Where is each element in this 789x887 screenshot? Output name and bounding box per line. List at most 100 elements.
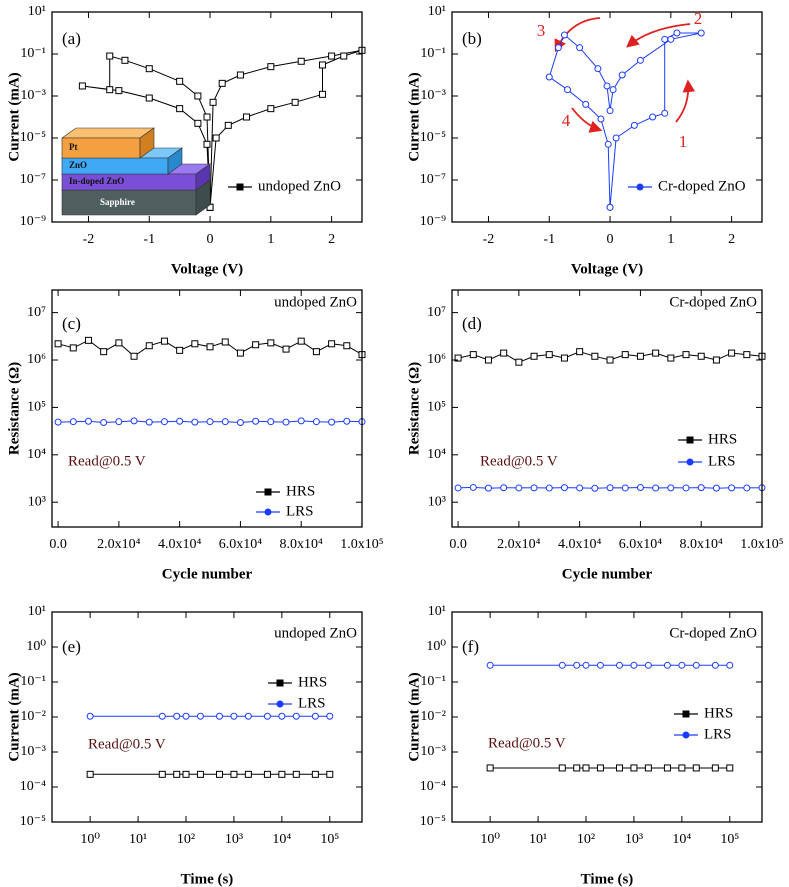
y-tick-label: 10⁻² — [420, 709, 446, 724]
legend-marker — [636, 183, 644, 191]
annotation: 2 — [694, 9, 703, 28]
marker — [484, 484, 492, 492]
marker — [191, 340, 199, 348]
marker — [558, 661, 566, 669]
panel-label: (b) — [462, 29, 482, 48]
marker — [712, 484, 720, 492]
marker — [212, 134, 220, 142]
annotation: Read@0.5 V — [88, 736, 166, 752]
marker — [292, 712, 300, 720]
marker — [343, 417, 351, 425]
marker — [69, 344, 77, 352]
marker — [191, 418, 199, 426]
legend-marker — [264, 508, 272, 516]
marker — [554, 44, 562, 52]
annotation: Read@0.5 V — [480, 453, 558, 469]
marker — [267, 339, 275, 347]
marker — [545, 484, 553, 492]
x-tick-label: 10⁰ — [480, 832, 500, 847]
y-tick-label: 10⁰ — [426, 639, 446, 654]
y-axis-title: Current (mA) — [6, 672, 22, 761]
marker — [603, 82, 611, 90]
legend-label: HRS — [286, 483, 315, 499]
annotation: 3 — [537, 21, 546, 40]
marker — [236, 349, 244, 357]
legend-marker — [236, 183, 244, 191]
marker — [278, 770, 286, 778]
y-tick-label: 10⁻³ — [420, 744, 446, 759]
panel-label: (e) — [62, 637, 81, 656]
y-tick-label: 10⁻² — [20, 709, 46, 724]
y-tick-label: 10⁻¹ — [20, 46, 46, 61]
x-tick-label: -2 — [483, 232, 495, 247]
marker — [582, 100, 590, 108]
panel — [54, 336, 366, 427]
annotation: Read@0.5 V — [488, 735, 566, 751]
marker — [203, 140, 211, 148]
marker — [591, 484, 599, 492]
x-tick-label: 10³ — [225, 832, 243, 847]
marker — [697, 352, 705, 360]
y-tick-label: 10¹ — [428, 604, 446, 619]
marker — [100, 348, 108, 356]
marker — [726, 764, 734, 772]
marker — [312, 348, 320, 356]
y-tick-label: 10⁻⁵ — [20, 130, 46, 145]
marker — [297, 417, 305, 425]
marker — [652, 349, 660, 357]
marker — [573, 661, 581, 669]
x-tick-label: 2 — [328, 232, 335, 247]
marker — [282, 345, 290, 353]
x-tick-label: 10¹ — [129, 832, 147, 847]
x-tick-label: -1 — [143, 232, 155, 247]
marker — [697, 29, 705, 37]
y-axis-title: Current (mA) — [406, 72, 422, 161]
marker — [86, 712, 94, 720]
marker — [728, 349, 736, 357]
y-axis-title: Current (mA) — [6, 72, 22, 161]
inset-label: Sapphire — [100, 197, 135, 207]
marker — [196, 770, 204, 778]
marker — [530, 352, 538, 360]
marker — [282, 418, 290, 426]
marker — [252, 417, 260, 425]
marker — [203, 113, 211, 121]
marker — [267, 63, 275, 71]
x-tick-label: 4.0x10⁴ — [558, 537, 602, 552]
x-tick-label: 1.0x10⁵ — [340, 537, 384, 552]
marker — [616, 764, 624, 772]
marker — [176, 346, 184, 354]
x-tick-label: 6.0x10⁴ — [619, 537, 663, 552]
y-tick-label: 10⁻⁷ — [20, 172, 46, 187]
x-tick-label: 2 — [728, 232, 735, 247]
y-tick-label: 10⁻³ — [420, 88, 446, 103]
y-tick-label: 10⁻⁵ — [20, 814, 46, 829]
marker — [606, 107, 614, 115]
inset-label: In-doped ZnO — [69, 176, 124, 186]
y-tick-label: 10⁰ — [26, 639, 46, 654]
marker — [616, 661, 624, 669]
panel-label: (c) — [62, 314, 81, 333]
marker — [328, 52, 336, 60]
marker — [530, 484, 538, 492]
marker — [576, 44, 584, 52]
marker — [469, 483, 477, 491]
y-tick-label: 10³ — [28, 494, 46, 509]
marker — [560, 31, 568, 39]
marker — [678, 661, 686, 669]
legend-marker — [264, 488, 272, 496]
marker — [454, 354, 462, 362]
marker — [560, 354, 568, 362]
marker — [576, 484, 584, 492]
marker — [612, 134, 620, 142]
marker — [573, 764, 581, 772]
marker — [661, 109, 669, 117]
marker — [84, 336, 92, 344]
marker — [630, 121, 638, 129]
marker — [606, 356, 614, 364]
marker — [176, 417, 184, 425]
marker — [115, 87, 123, 95]
x-tick-label: 10⁰ — [80, 832, 100, 847]
marker — [84, 417, 92, 425]
panel — [86, 712, 334, 778]
